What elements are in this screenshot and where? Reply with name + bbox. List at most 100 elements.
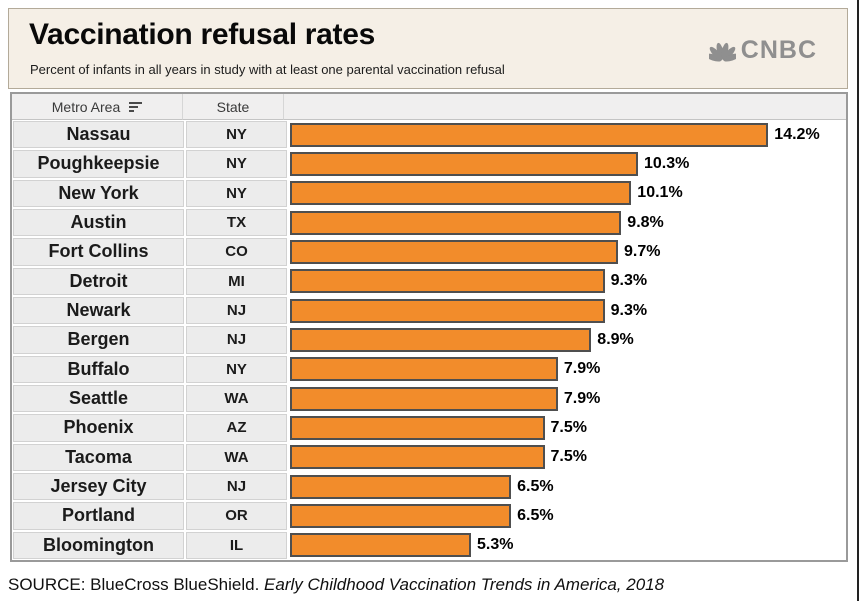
bar-value-label: 7.9% xyxy=(563,389,601,407)
bar-value-label: 7.5% xyxy=(550,418,587,436)
bar-cell: 5.3% xyxy=(288,530,846,560)
bar-cell: 9.3% xyxy=(288,295,846,326)
table-body: Nassau NY 14.2% Poughkeepsie NY 10.3% New York… xyxy=(12,120,846,560)
refusal-rate-bar[interactable] xyxy=(290,474,512,499)
state-cell[interactable]: NY xyxy=(186,121,287,149)
state-cell[interactable]: IL xyxy=(186,531,287,559)
state-cell[interactable]: NJ xyxy=(186,296,287,325)
bar-cell: 10.3% xyxy=(288,149,846,179)
state-cell[interactable]: NY xyxy=(186,355,287,383)
metro-cell[interactable]: Nassau xyxy=(13,121,184,149)
table-row: Nassau NY 14.2% xyxy=(12,120,846,150)
bar-value-label: 9.7% xyxy=(624,242,661,260)
state-cell[interactable]: MI xyxy=(186,267,287,295)
chart-subtitle: Percent of infants in all years in study… xyxy=(30,62,505,77)
refusal-rate-bar[interactable] xyxy=(290,415,545,440)
state-header-label: State xyxy=(216,98,250,115)
table-row: Tacoma WA 7.5% xyxy=(12,442,846,472)
bar-cell: 9.3% xyxy=(288,266,846,296)
bar-cell: 7.9% xyxy=(288,354,846,384)
metro-cell[interactable]: Poughkeepsie xyxy=(13,150,184,178)
cnbc-logo: CNBC xyxy=(708,36,817,65)
metro-cell[interactable]: New York xyxy=(13,179,184,207)
table-row: Bloomington IL 5.3% xyxy=(12,530,846,560)
metro-cell[interactable]: Bergen xyxy=(13,326,184,354)
bar-value-label: 6.5% xyxy=(517,477,554,495)
bar-value-label: 7.5% xyxy=(550,448,587,466)
metro-area-header-label: Metro Area xyxy=(51,98,121,115)
bar-value-label: 10.1% xyxy=(637,184,683,202)
column-header-chart xyxy=(284,94,846,120)
bar-cell: 7.5% xyxy=(288,413,846,443)
table-row: New York NY 10.1% xyxy=(12,178,846,208)
refusal-rate-bar[interactable] xyxy=(290,210,622,235)
table-row: Newark NJ 9.3% xyxy=(12,295,846,326)
table-row: Austin TX 9.8% xyxy=(12,207,846,238)
metro-cell[interactable]: Bloomington xyxy=(13,531,184,559)
bar-value-label: 9.3% xyxy=(610,301,648,319)
metro-cell[interactable]: Fort Collins xyxy=(13,238,184,266)
refusal-rate-bar[interactable] xyxy=(290,357,558,382)
chart-table: Metro Area State Nassau NY 14.2% Poughkeeps… xyxy=(10,92,848,562)
refusal-rate-bar[interactable] xyxy=(290,386,558,411)
state-cell[interactable]: AZ xyxy=(186,414,287,442)
column-header-state[interactable]: State xyxy=(183,94,284,120)
state-cell[interactable]: NY xyxy=(186,150,287,178)
state-cell[interactable]: OR xyxy=(186,502,287,530)
bar-value-label: 7.9% xyxy=(563,360,601,378)
table-row: Buffalo NY 7.9% xyxy=(12,354,846,384)
state-cell[interactable]: NJ xyxy=(186,326,287,354)
sort-descending-icon[interactable] xyxy=(129,101,143,112)
bar-cell: 6.5% xyxy=(288,471,846,502)
metro-cell[interactable]: Detroit xyxy=(13,267,184,295)
metro-cell[interactable]: Portland xyxy=(13,502,184,530)
metro-cell[interactable]: Newark xyxy=(13,296,184,325)
metro-cell[interactable]: Tacoma xyxy=(13,443,184,471)
refusal-rate-bar[interactable] xyxy=(290,151,638,176)
refusal-rate-bar[interactable] xyxy=(290,181,632,206)
refusal-rate-bar[interactable] xyxy=(290,298,605,323)
cnbc-logo-text: CNBC xyxy=(740,36,817,64)
chart-title: Vaccination refusal rates xyxy=(29,18,375,51)
refusal-rate-bar[interactable] xyxy=(290,327,592,352)
table-row: Portland OR 6.5% xyxy=(12,501,846,531)
table-row: Detroit MI 9.3% xyxy=(12,266,846,296)
bar-cell: 7.9% xyxy=(288,383,846,414)
refusal-rate-bar[interactable] xyxy=(290,503,512,528)
bar-cell: 8.9% xyxy=(288,325,846,355)
chart-header: Vaccination refusal rates Percent of inf… xyxy=(8,8,848,89)
table-row: Bergen NJ 8.9% xyxy=(12,325,846,355)
metro-cell[interactable]: Buffalo xyxy=(13,355,184,383)
refusal-rate-bar[interactable] xyxy=(290,269,605,294)
state-cell[interactable]: NY xyxy=(186,179,287,207)
refusal-rate-bar[interactable] xyxy=(290,239,618,264)
bar-cell: 9.7% xyxy=(288,237,846,267)
window-right-edge xyxy=(857,0,859,601)
state-cell[interactable]: CO xyxy=(186,238,287,266)
metro-cell[interactable]: Phoenix xyxy=(13,414,184,442)
metro-cell[interactable]: Seattle xyxy=(13,384,184,413)
bar-value-label: 6.5% xyxy=(517,506,554,524)
table-row: Phoenix AZ 7.5% xyxy=(12,413,846,443)
table-row: Seattle WA 7.9% xyxy=(12,383,846,414)
metro-cell[interactable]: Austin xyxy=(13,208,184,237)
table-row: Poughkeepsie NY 10.3% xyxy=(12,149,846,179)
source-citation: Early Childhood Vaccination Trends in Am… xyxy=(264,575,665,594)
cnbc-peacock-icon xyxy=(708,42,736,62)
refusal-rate-bar[interactable] xyxy=(290,445,545,470)
refusal-rate-bar[interactable] xyxy=(290,533,471,558)
state-cell[interactable]: WA xyxy=(186,384,287,413)
source-line: SOURCE: BlueCross BlueShield. Early Chil… xyxy=(8,575,664,595)
bar-cell: 9.8% xyxy=(288,207,846,238)
refusal-rate-bar[interactable] xyxy=(290,122,769,147)
bar-cell: 10.1% xyxy=(288,178,846,208)
state-cell[interactable]: TX xyxy=(186,208,287,237)
metro-cell[interactable]: Jersey City xyxy=(13,472,184,501)
bar-value-label: 9.8% xyxy=(627,213,664,231)
state-cell[interactable]: WA xyxy=(186,443,287,471)
state-cell[interactable]: NJ xyxy=(186,472,287,501)
column-header-metro-area[interactable]: Metro Area xyxy=(12,94,183,120)
table-header-row: Metro Area State xyxy=(12,94,846,120)
bar-value-label: 8.9% xyxy=(597,330,634,348)
bar-cell: 6.5% xyxy=(288,501,846,531)
